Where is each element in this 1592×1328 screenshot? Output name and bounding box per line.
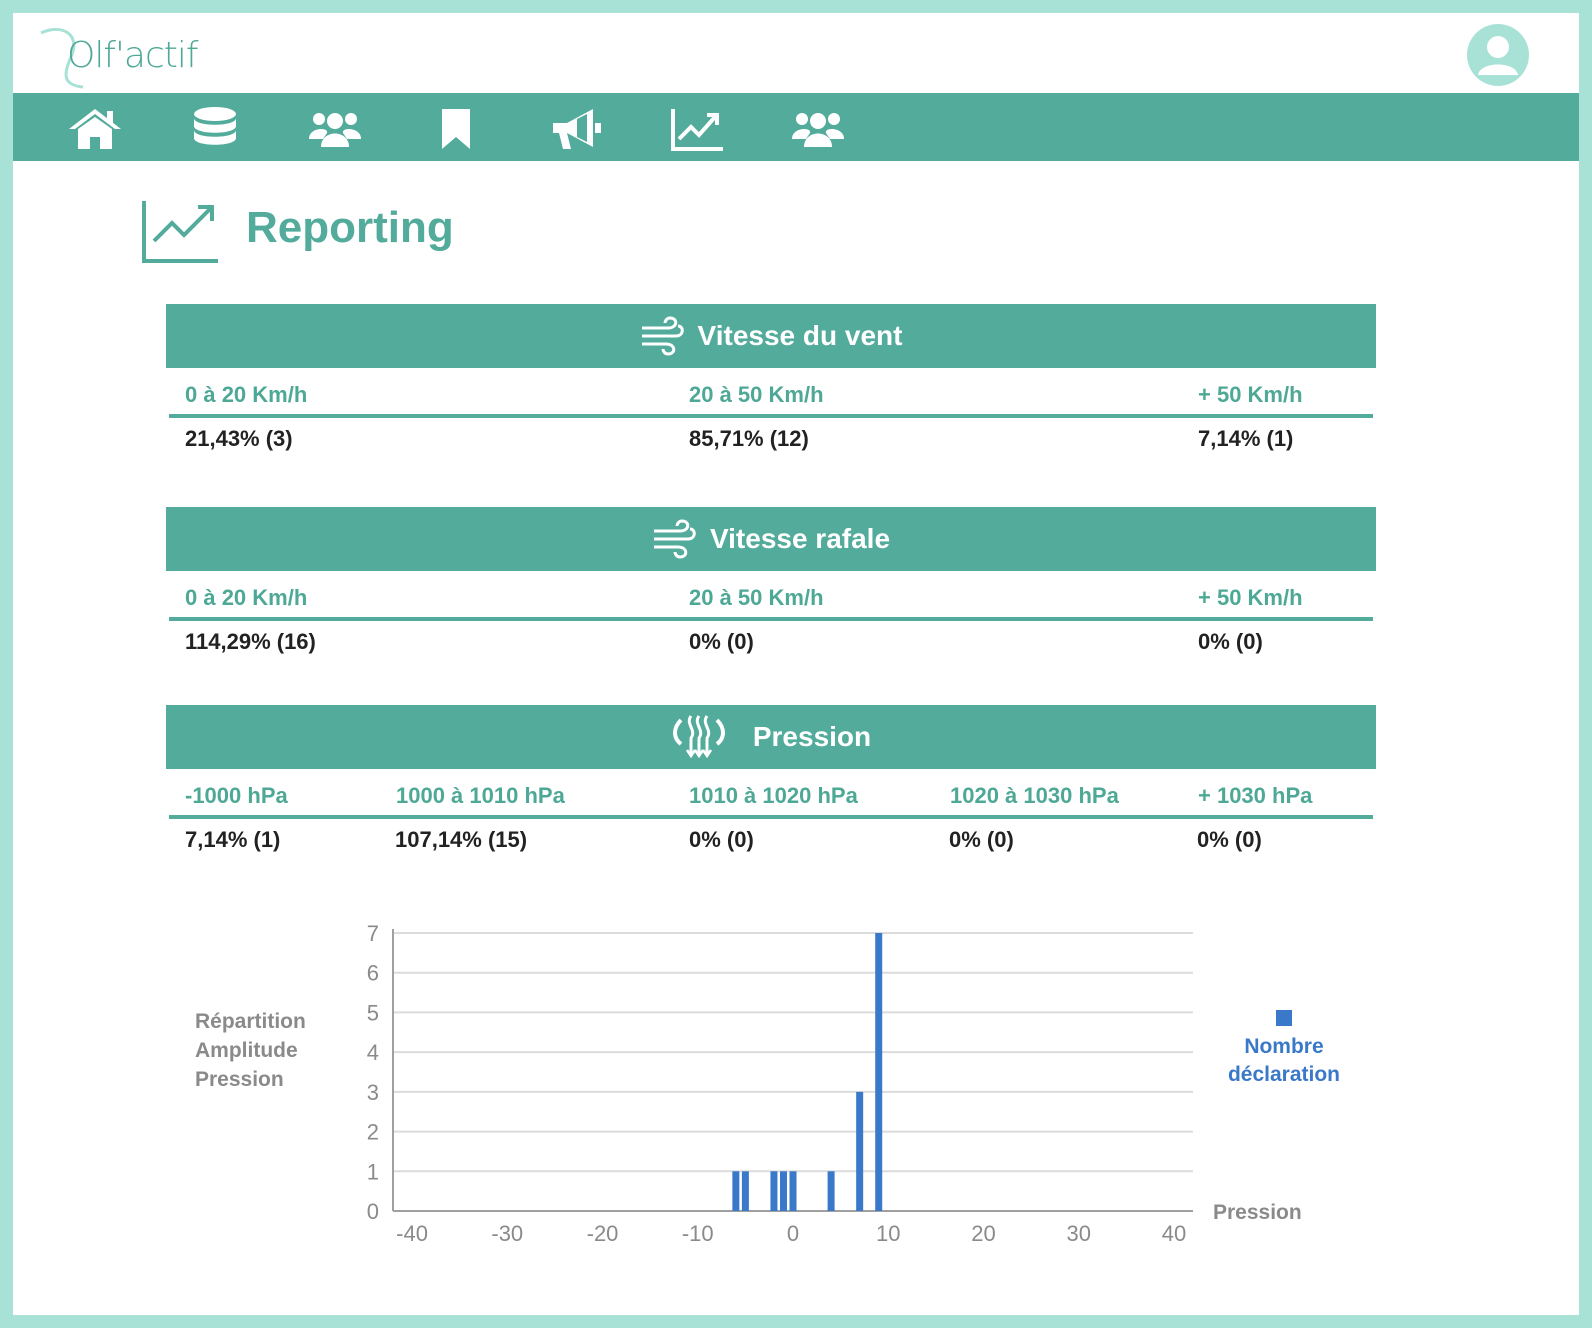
x-tick-label: 10	[876, 1221, 900, 1246]
column-header: + 50 Km/h	[1198, 382, 1303, 407]
nav-home[interactable]	[65, 105, 125, 153]
x-tick-label: -40	[396, 1221, 428, 1246]
wind-speed-table: Vitesse du vent 0 à 20 Km/h 20 à 50 Km/h…	[166, 304, 1376, 458]
wind-icon	[653, 519, 696, 559]
column-header: 1020 à 1030 hPa	[950, 783, 1119, 808]
x-tick-label: 30	[1066, 1221, 1090, 1246]
users-icon	[792, 113, 844, 147]
table-cell: 0% (0)	[689, 827, 754, 852]
y-tick-label: 1	[367, 1159, 379, 1184]
x-tick-label: 40	[1162, 1221, 1186, 1246]
y-axis-label: Répartition Amplitude Pression	[195, 1010, 306, 1091]
y-tick-label: 7	[367, 921, 379, 946]
legend-swatch	[1276, 1010, 1292, 1026]
x-tick-label: -30	[491, 1221, 523, 1246]
gust-speed-title: Vitesse rafale	[709, 523, 891, 554]
legend-label: Nombre déclaration	[1228, 1035, 1340, 1086]
chart-line-icon	[671, 109, 723, 151]
nav-reporting[interactable]	[667, 105, 727, 153]
column-header: 0 à 20 Km/h	[185, 382, 308, 407]
y-tick-label: 4	[367, 1040, 379, 1065]
app-frame: Olf'actif	[13, 13, 1579, 1315]
page-title: Reporting	[246, 203, 454, 252]
table-cell: 0% (0)	[1198, 629, 1263, 654]
user-icon	[1467, 24, 1529, 86]
pressure-icon	[672, 715, 725, 759]
table-cell: 7,14% (1)	[1198, 426, 1294, 451]
megaphone-icon	[553, 109, 601, 149]
pressure-distribution-chart: 0 1 2 3 4 5 6 7 -40 -30 -20 -10 0 10 20 30 40 Répartition…	[195, 921, 1340, 1246]
pressure-title: Pression	[752, 721, 872, 752]
pressure-table: Pression -1000 hPa 1000 à 1010 hPa 1010 …	[166, 705, 1376, 859]
nav-users[interactable]	[305, 105, 365, 153]
column-header: 1000 à 1010 hPa	[396, 783, 565, 808]
nav-database[interactable]	[185, 105, 245, 153]
column-header: 20 à 50 Km/h	[689, 382, 824, 407]
chart-bar	[741, 1171, 749, 1211]
table-cell: 114,29% (16)	[185, 629, 316, 654]
chart-bar	[732, 1171, 740, 1211]
x-tick-label: 20	[971, 1221, 995, 1246]
table-cell: 21,43% (3)	[185, 426, 293, 451]
chart-bar	[875, 933, 883, 1211]
x-tick-label: 0	[787, 1221, 799, 1246]
x-tick-label: -20	[587, 1221, 619, 1246]
nav-bookmarks[interactable]	[426, 105, 486, 153]
home-icon	[69, 109, 121, 149]
x-axis-label: Pression	[1213, 1201, 1302, 1224]
column-header: 0 à 20 Km/h	[185, 585, 308, 610]
users-icon	[309, 113, 361, 147]
database-icon	[194, 107, 236, 145]
chart-bar	[779, 1171, 787, 1211]
chart-bar	[827, 1171, 835, 1211]
nav-groups[interactable]	[788, 105, 848, 153]
chart-line-icon	[140, 199, 220, 265]
wind-icon	[641, 316, 684, 356]
table-cell: 85,71% (12)	[689, 426, 809, 451]
x-tick-label: -10	[682, 1221, 714, 1246]
nav-announcements[interactable]	[547, 105, 607, 153]
chart-bar	[856, 1091, 864, 1211]
y-tick-label: 5	[367, 1000, 379, 1025]
user-avatar[interactable]	[1466, 23, 1530, 87]
table-cell: 0% (0)	[1197, 827, 1262, 852]
column-header: + 1030 hPa	[1198, 783, 1313, 808]
y-tick-label: 3	[367, 1080, 379, 1105]
logo-swirl-icon	[40, 27, 84, 89]
y-tick-label: 6	[367, 961, 379, 986]
pressure-header: Pression	[166, 705, 1376, 769]
table-cell: 0% (0)	[689, 629, 754, 654]
gust-speed-table: Vitesse rafale 0 à 20 Km/h 20 à 50 Km/h …	[166, 507, 1376, 661]
column-header: 20 à 50 Km/h	[689, 585, 824, 610]
chart-bar	[770, 1171, 778, 1211]
wind-speed-header: Vitesse du vent	[166, 304, 1376, 368]
y-tick-label: 0	[367, 1199, 379, 1224]
bookmark-icon	[442, 109, 470, 149]
column-header: + 50 Km/h	[1198, 585, 1303, 610]
chart-bar	[789, 1171, 797, 1211]
table-cell: 0% (0)	[949, 827, 1014, 852]
main-nav	[13, 93, 1579, 161]
table-cell: 7,14% (1)	[185, 827, 281, 852]
column-header: 1010 à 1020 hPa	[689, 783, 858, 808]
logo-text: Olf'actif	[67, 35, 199, 76]
table-cell: 107,14% (15)	[395, 827, 528, 852]
y-tick-label: 2	[367, 1120, 379, 1145]
wind-speed-title: Vitesse du vent	[697, 320, 903, 351]
gust-speed-header: Vitesse rafale	[166, 507, 1376, 571]
olfactif-logo[interactable]: Olf'actif	[33, 21, 213, 91]
column-header: -1000 hPa	[185, 783, 288, 808]
